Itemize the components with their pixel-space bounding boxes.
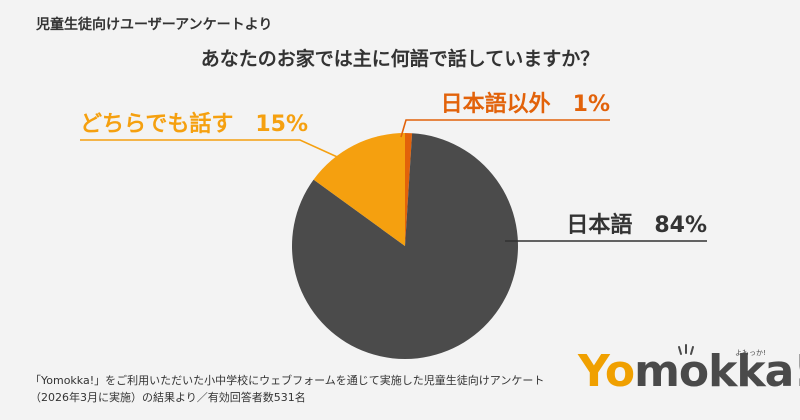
footnote-line-2: （2026年3月に実施）の結果より／有効回答者数531名 xyxy=(30,391,306,404)
callout-line-2 xyxy=(400,119,610,138)
slice-label-1: どちらでも話す 15% xyxy=(80,111,308,137)
logo-wordmark-mokka: mokka! xyxy=(634,346,800,397)
logo-tagline: よもっか! xyxy=(735,349,766,357)
logo-wordmark-yo: Yo xyxy=(578,346,635,397)
pie-slice-0 xyxy=(291,133,519,359)
yomokka-logo: Yomokka! よもっか! xyxy=(578,344,800,410)
chart-title: あなたのお家では主に何語で話していますか？ xyxy=(200,48,600,70)
callout-line-1 xyxy=(80,139,356,166)
survey-label: 児童生徒向けユーザーアンケートより xyxy=(36,17,273,33)
logo-spark-icon xyxy=(678,344,694,355)
slice-label-2: 日本語以外 1% xyxy=(441,91,610,117)
footnote: 「Yomokka!」をご利用いただいた小中学校にウェブフォームを通じて実施した児… xyxy=(30,372,544,406)
slice-label-0: 日本語 84% xyxy=(566,212,707,238)
pie-slice-2 xyxy=(405,133,413,246)
logo-wordmark: Yomokka! xyxy=(578,346,800,397)
pie-slice-1 xyxy=(313,133,405,246)
footnote-line-1: 「Yomokka!」をご利用いただいた小中学校にウェブフォームを通じて実施した児… xyxy=(30,374,545,387)
